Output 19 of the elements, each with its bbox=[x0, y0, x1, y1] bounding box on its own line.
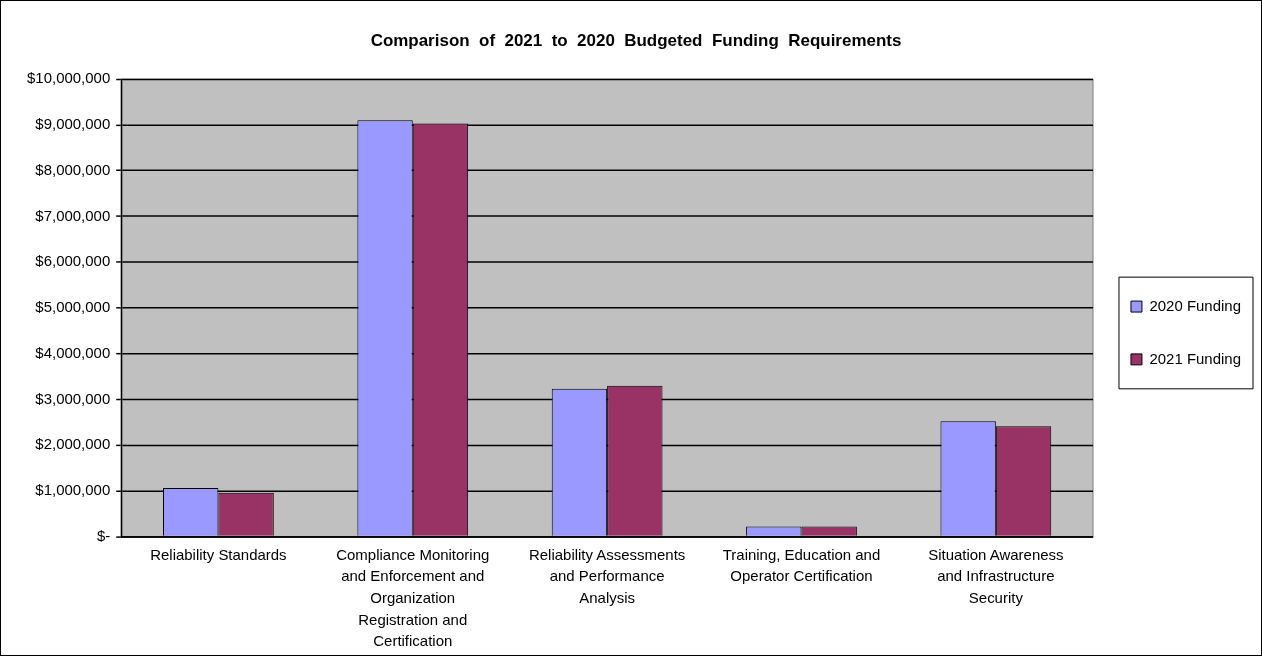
y-tick-label: $2,000,000 bbox=[35, 435, 111, 453]
y-tick-label: $6,000,000 bbox=[35, 252, 111, 270]
x-tick-label: Reliability Standards bbox=[150, 545, 287, 563]
chart-title: Comparison of 2021 to 2020 Budgeted Funding Requirements bbox=[370, 30, 902, 50]
y-tick-label: $9,000,000 bbox=[35, 115, 111, 133]
legend-label: 2020 Funding bbox=[1149, 296, 1241, 314]
legend-label: 2021 Funding bbox=[1149, 349, 1241, 367]
y-tick-label: $1,000,000 bbox=[35, 481, 111, 498]
y-tick-label: $- bbox=[96, 526, 111, 544]
x-tick-label: Reliability Assessments and Performance Analysis bbox=[528, 545, 686, 606]
y-tick-label: $8,000,000 bbox=[35, 160, 111, 178]
y-tick-label: $7,000,000 bbox=[35, 206, 111, 224]
y-tick-label: $5,000,000 bbox=[35, 298, 111, 316]
x-tick-label: Situation Awareness and Infrastructure Security bbox=[928, 545, 1064, 606]
x-tick-label: Training, Education and Operator Certification bbox=[722, 545, 881, 585]
x-tick-label: Compliance Monitoring and Enforcement and Organization Registration and Certification bbox=[336, 545, 490, 650]
y-tick-label: $3,000,000 bbox=[35, 389, 111, 407]
y-tick-label: $10,000,000 bbox=[27, 69, 111, 87]
y-tick-label: $4,000,000 bbox=[35, 343, 111, 361]
